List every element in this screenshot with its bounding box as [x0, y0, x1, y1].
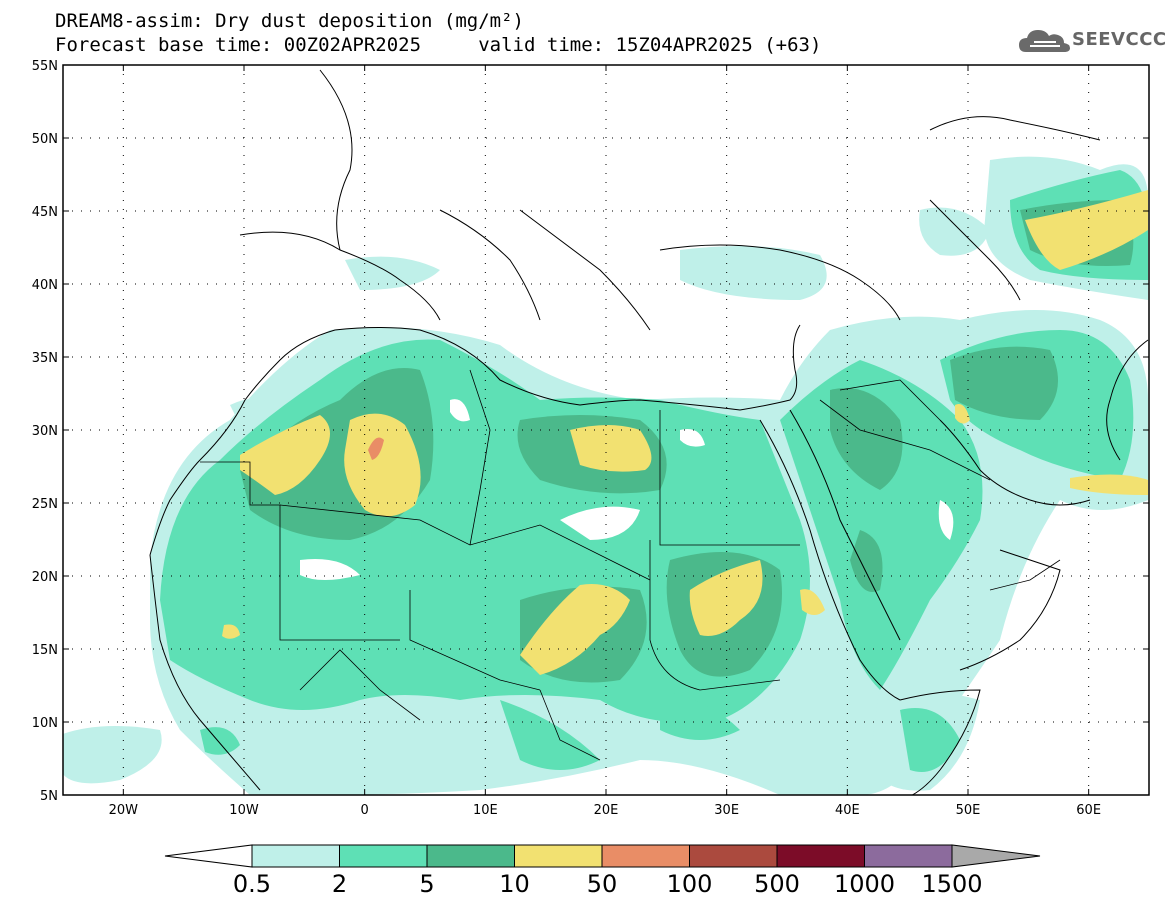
lat-tick-label: 10N — [32, 716, 58, 731]
colorbar-label: 100 — [667, 870, 713, 898]
map-subtitle: Forecast base time: 00Z02APR2025 valid t… — [55, 34, 822, 56]
lon-tick-label: 20W — [109, 803, 139, 818]
map-title: DREAM8-assim: Dry dust deposition (mg/m²… — [55, 10, 524, 32]
colorbar-label: 2 — [332, 870, 347, 898]
colorbar-swatch — [776, 844, 865, 868]
logo-text: SEEVCCC — [1072, 29, 1165, 50]
lat-tick-label: 25N — [32, 497, 58, 512]
dust-gaps — [300, 399, 954, 580]
colorbar: 0.5 2 5 10 50 100 500 1000 1500 — [164, 844, 1041, 898]
colorbar-label: 10 — [499, 870, 530, 898]
colorbar-swatch — [864, 844, 953, 868]
colorbar-label: 500 — [754, 870, 800, 898]
lat-tick-label: 5N — [40, 789, 58, 804]
lon-tick-label: 0 — [361, 803, 369, 818]
colorbar-label: 1000 — [834, 870, 895, 898]
lon-tick-label: 60E — [1076, 803, 1101, 818]
lat-tick-label: 35N — [32, 351, 58, 366]
colorbar-swatch — [601, 844, 690, 868]
lon-tick-label: 40E — [835, 803, 860, 818]
colorbar-swatch — [689, 844, 778, 868]
colorbar-swatch — [426, 844, 515, 868]
lat-tick-label: 15N — [32, 643, 58, 658]
longitude-axis: 20W 10W 0 10E 20E 30E 40E 50E 60E — [109, 65, 1101, 818]
colorbar-label: 5 — [419, 870, 434, 898]
dust-level-10 — [222, 190, 1148, 675]
colorbar-label: 50 — [587, 870, 618, 898]
lat-tick-label: 40N — [32, 278, 58, 293]
colorbar-label: 1500 — [921, 870, 982, 898]
latitude-axis: 5N 10N 15N 20N 25N 30N 35N 40N 45N 50N 55N — [32, 59, 1149, 804]
dust-level-50 — [368, 437, 384, 460]
colorbar-label: 0.5 — [233, 870, 271, 898]
colorbar-over-triangle — [951, 844, 1041, 868]
lon-tick-label: 10E — [473, 803, 498, 818]
colorbar-swatch — [514, 844, 603, 868]
seevccc-logo: SEEVCCC — [1018, 26, 1165, 56]
colorbar-swatch — [339, 844, 428, 868]
lon-tick-label: 20E — [594, 803, 619, 818]
colorbar-under-triangle — [164, 844, 253, 868]
dust-field — [63, 156, 1148, 795]
lon-tick-label: 30E — [714, 803, 739, 818]
lon-tick-label: 10W — [229, 803, 259, 818]
lat-tick-label: 20N — [32, 570, 58, 585]
cloud-icon — [1019, 30, 1070, 52]
lat-tick-label: 55N — [32, 59, 58, 74]
coastlines — [149, 69, 1149, 795]
lon-tick-label: 50E — [956, 803, 981, 818]
lat-tick-label: 30N — [32, 424, 58, 439]
lat-tick-label: 50N — [32, 132, 58, 147]
country-borders — [200, 369, 1061, 761]
colorbar-swatch — [251, 844, 340, 868]
lat-tick-label: 45N — [32, 205, 58, 220]
